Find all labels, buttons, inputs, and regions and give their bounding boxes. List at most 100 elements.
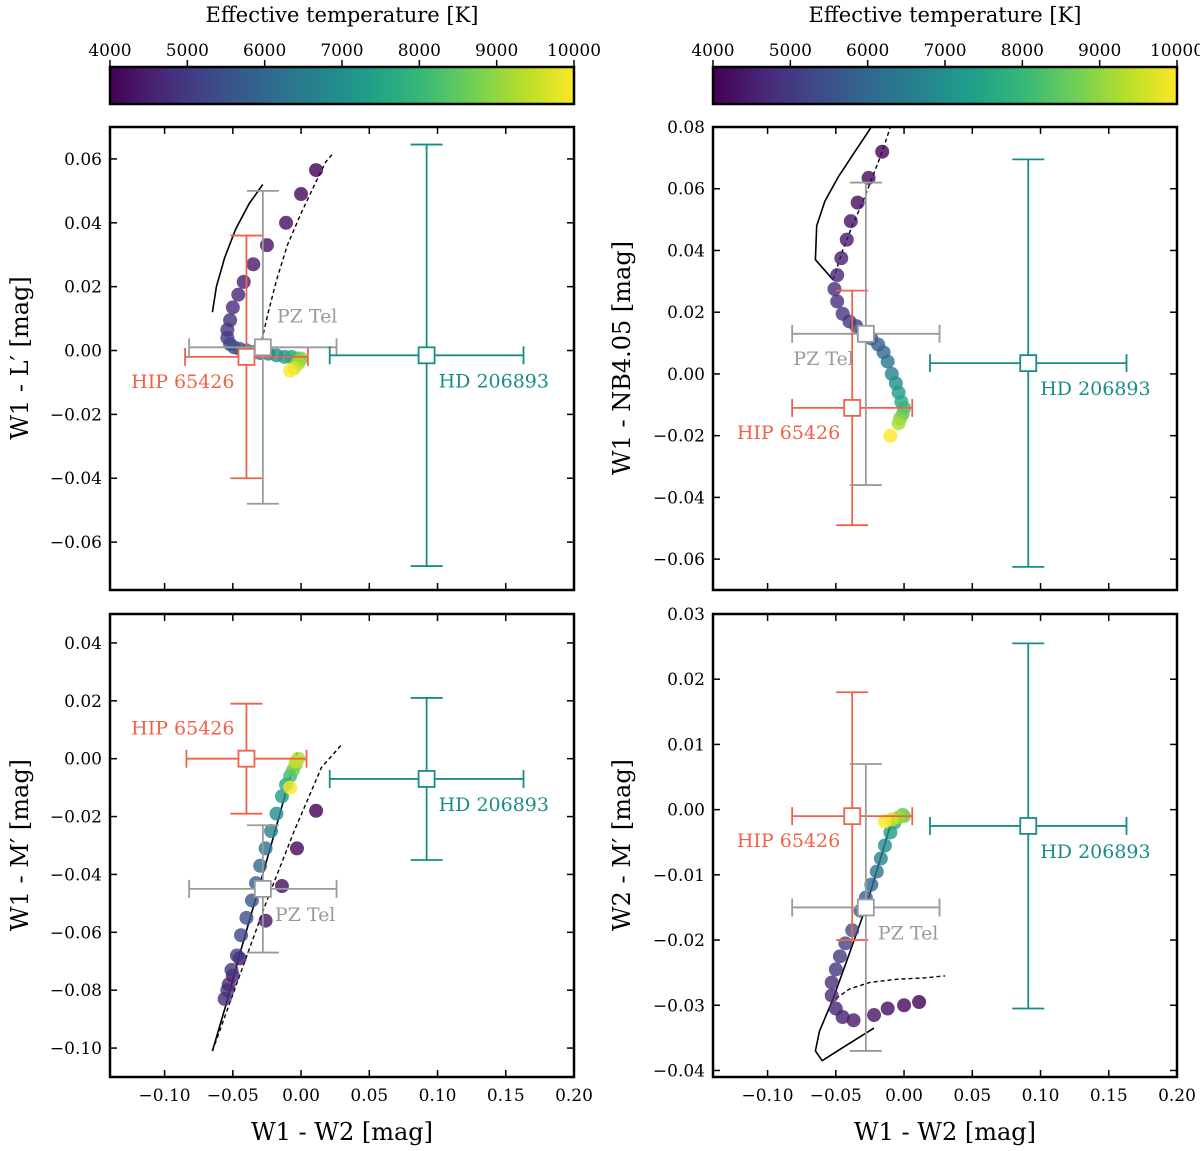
colorbar-left-ticks: 4000 5000 6000 7000 8000 9000 10000 xyxy=(88,41,601,67)
y-axis-label: W1 - M′ [mag] xyxy=(6,759,34,931)
panel-bottom-left: −0.10 −0.05 0.00 0.05 0.10 0.15 0.20 −0.10 −0.08… xyxy=(6,612,593,1146)
model-curve-dashed xyxy=(211,743,343,1052)
teff-point xyxy=(830,294,845,309)
colorbar-right-label: Effective temperature [K] xyxy=(809,3,1082,27)
x-axis-label: W1 - W2 [mag] xyxy=(854,1118,1036,1146)
y-tick-label: −0.03 xyxy=(653,996,705,1016)
colorbar-right-gradient xyxy=(711,65,1179,106)
model-curve-dashed xyxy=(835,975,946,1000)
y-tick-label: 0.06 xyxy=(64,150,102,170)
y-tick-label: −0.02 xyxy=(653,931,705,951)
y-tick-label: 0.00 xyxy=(64,750,102,770)
x-tick-label: 0.15 xyxy=(1090,1086,1128,1106)
colorbar-tick-label: 8000 xyxy=(398,41,441,61)
teff-point xyxy=(875,144,890,159)
error-point-marker xyxy=(417,346,436,365)
panel-top-right: −0.06 −0.04 −0.02 0.00 0.02 0.04 0.06 0.08 HIP 6… xyxy=(608,118,1179,592)
colorbar-tick-label: 4000 xyxy=(88,41,131,61)
panel-bottom-right: −0.10 −0.05 0.00 0.05 0.10 0.15 0.20 −0.04 −0.03… xyxy=(608,605,1196,1146)
colorbar-tick-label: 4000 xyxy=(691,41,734,61)
teff-point xyxy=(834,251,849,266)
error-point-pz-tel: PZ Tel xyxy=(791,181,941,486)
x-axis-label: W1 - W2 [mag] xyxy=(251,1118,433,1146)
x-tick-label: 0.00 xyxy=(282,1086,320,1106)
teff-point xyxy=(258,913,273,928)
error-point-label: PZ Tel xyxy=(275,904,336,926)
teff-point xyxy=(279,215,294,230)
teff-point xyxy=(234,928,249,943)
error-point-hd-206893: HD 206893 xyxy=(328,143,549,567)
teff-point xyxy=(867,1008,882,1023)
teff-point xyxy=(843,214,858,229)
error-point-pz-tel: PZ Tel xyxy=(188,189,338,505)
teff-point xyxy=(861,170,876,185)
teff-point xyxy=(880,354,895,369)
model-curve-solid xyxy=(211,184,264,313)
teff-point xyxy=(877,838,892,853)
error-point-label: HD 206893 xyxy=(1040,841,1150,863)
colorbar-tick-label: 8000 xyxy=(1001,41,1044,61)
teff-point xyxy=(880,1001,895,1016)
y-tick-label: 0.02 xyxy=(64,278,102,298)
plot-area xyxy=(110,127,574,590)
teff-point xyxy=(264,824,279,839)
y-tick-label: 0.02 xyxy=(667,303,705,323)
plot-frame xyxy=(108,612,576,1079)
x-tick-label: −0.10 xyxy=(139,1086,191,1106)
y-axis-label: W1 - L′ [mag] xyxy=(6,276,34,439)
y-tick-label: −0.04 xyxy=(50,865,102,885)
colorbar-tick-label: 10000 xyxy=(547,41,601,61)
y-tick-label: 0.04 xyxy=(64,634,102,654)
teff-point xyxy=(828,962,843,977)
teff-point xyxy=(224,962,239,977)
colorbar-tick-label: 9000 xyxy=(475,41,518,61)
y-tick-label: 0.00 xyxy=(667,365,705,385)
error-point-marker xyxy=(1019,817,1038,835)
colorbar-right-ticks: 4000 5000 6000 7000 8000 9000 10000 xyxy=(691,41,1200,67)
error-point-label: HIP 65426 xyxy=(131,371,234,393)
y-axis-label: W2 - M′ [mag] xyxy=(608,759,636,931)
y-tick-label: 0.03 xyxy=(667,605,705,625)
colorbar-tick-label: 7000 xyxy=(923,41,966,61)
colorbar-left: Effective temperature [K] 4000 5000 6000 70… xyxy=(88,3,601,106)
teff-point xyxy=(225,300,240,315)
error-point-marker xyxy=(856,898,875,917)
error-point-label: HIP 65426 xyxy=(737,830,840,852)
error-point-label: HD 206893 xyxy=(439,794,549,816)
teff-point xyxy=(258,841,273,856)
colorbar-tick-label: 9000 xyxy=(1078,41,1121,61)
y-axis-label: W1 - NB4.05 [mag] xyxy=(608,241,636,475)
error-point-label: PZ Tel xyxy=(793,348,854,370)
y-tick-label: 0.04 xyxy=(667,241,705,261)
teff-point xyxy=(828,1001,843,1016)
colorbar-tick-label: 5000 xyxy=(166,41,209,61)
y-tick-label: 0.01 xyxy=(667,735,705,755)
teff-point xyxy=(877,814,892,829)
teff-point xyxy=(838,936,853,951)
error-point-hd-206893: HD 206893 xyxy=(929,158,1151,568)
colorbar-tick-label: 5000 xyxy=(769,41,812,61)
teff-point xyxy=(283,363,298,378)
error-point-marker xyxy=(253,338,272,357)
teff-point xyxy=(897,998,912,1013)
teff-point xyxy=(274,879,289,894)
y-tick-label: −0.02 xyxy=(50,405,102,425)
teff-point xyxy=(269,806,284,821)
x-tick-label: 0.10 xyxy=(1022,1086,1060,1106)
error-point-pz-tel: PZ Tel xyxy=(188,824,338,954)
error-point-label: HIP 65426 xyxy=(131,718,234,740)
teff-point xyxy=(850,195,865,210)
error-point-hip-65426: HIP 65426 xyxy=(131,234,309,480)
error-point-marker xyxy=(843,398,862,417)
teff-point xyxy=(246,257,261,272)
plot-area xyxy=(713,127,1177,590)
teff-point xyxy=(839,232,854,247)
teff-point xyxy=(883,428,898,443)
x-tick-label: −0.05 xyxy=(810,1086,862,1106)
plot-frame xyxy=(711,612,1179,1079)
error-point-marker xyxy=(237,348,256,366)
x-tick-label: −0.05 xyxy=(207,1086,259,1106)
error-point-marker xyxy=(417,770,436,788)
x-tick-label: 0.20 xyxy=(1158,1086,1196,1106)
y-tick-label: 0.04 xyxy=(64,214,102,234)
